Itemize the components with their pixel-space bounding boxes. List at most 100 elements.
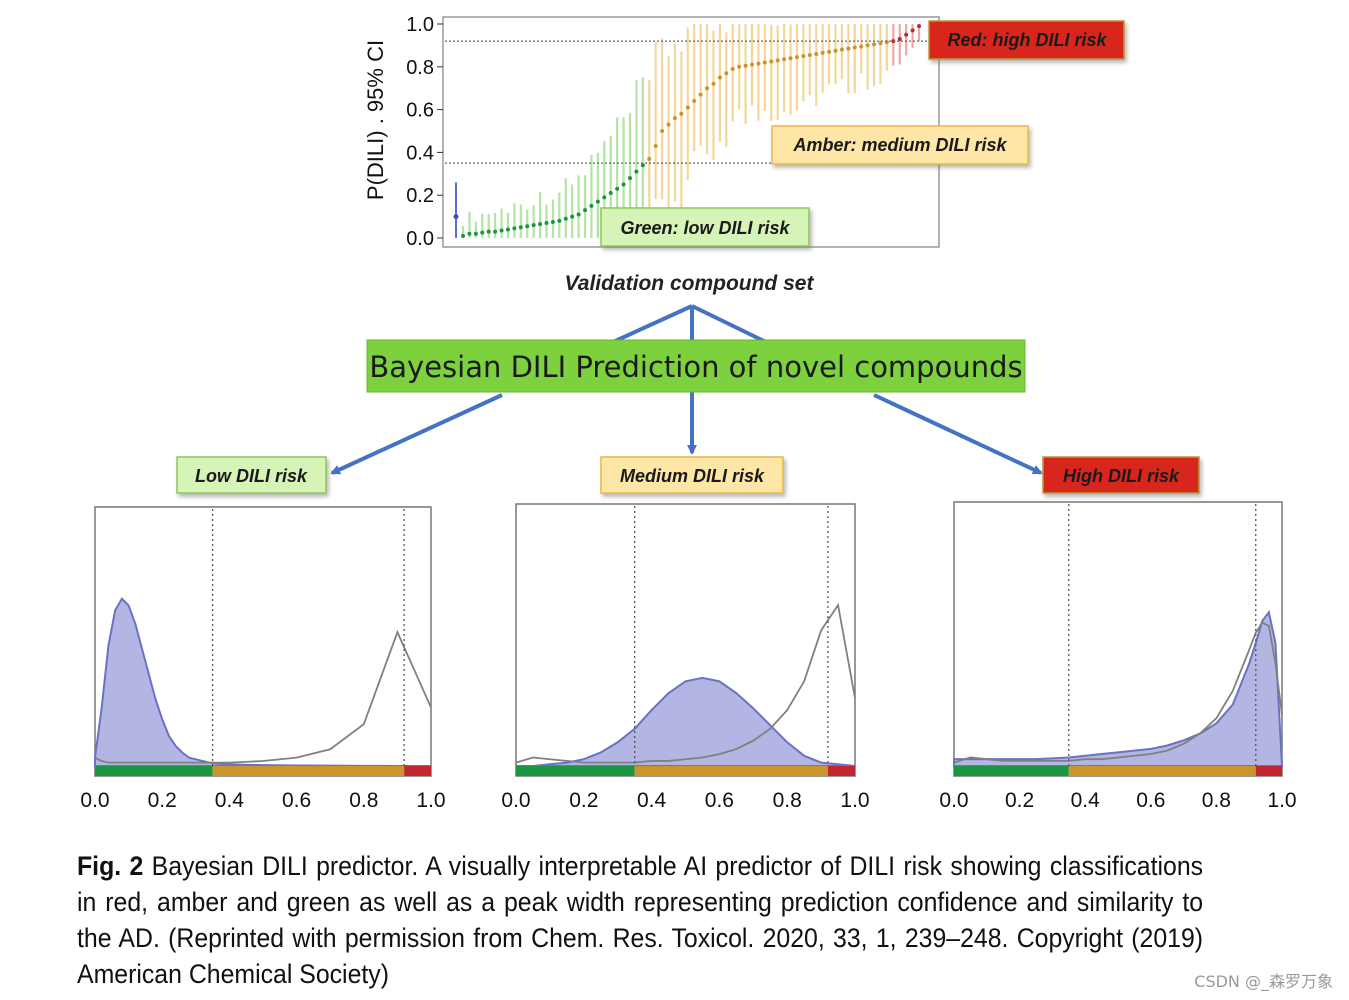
banner-box: [366, 339, 1026, 393]
data-point: [512, 226, 517, 231]
xtick-label: 0.2: [1005, 789, 1034, 812]
ytick-label: 0.0: [406, 228, 434, 250]
xtick-label: 0.6: [1136, 789, 1165, 812]
data-point: [589, 203, 594, 208]
top-chart: 0.0 0.2 0.4 0.6 0.8 1.0 P(DILI) . 95% CI Vali…: [363, 14, 1125, 295]
xtick-label: 0.4: [1071, 789, 1101, 812]
data-point: [544, 221, 549, 226]
top-chart-yticks: 0.0 0.2 0.4 0.6 0.8 1.0: [406, 14, 443, 250]
data-point: [859, 44, 864, 49]
data-point: [820, 50, 825, 55]
risk-bar-amber: [634, 766, 828, 776]
data-point: [531, 223, 536, 228]
outlier-point: [453, 214, 459, 220]
data-point: [550, 219, 555, 224]
xtick-label: 0.0: [80, 789, 109, 812]
data-point: [897, 36, 902, 41]
xtick-label: 0.6: [282, 789, 311, 812]
data-point: [865, 43, 870, 48]
top-chart-ylabel: P(DILI) . 95% CI: [363, 40, 388, 200]
xtick-label: 0.8: [349, 789, 378, 812]
data-point: [486, 229, 491, 234]
risk-bar-red: [1255, 766, 1282, 776]
caption-fig-label: Fig. 2: [77, 851, 144, 881]
data-point: [660, 129, 665, 133]
data-point: [833, 48, 838, 53]
data-point: [717, 75, 722, 80]
xtick-label: 0.8: [1202, 789, 1231, 812]
data-point: [473, 231, 478, 236]
data-point: [493, 229, 498, 234]
data-point: [794, 55, 799, 60]
xtick-label: 0.4: [637, 789, 667, 812]
top-chart-points: [453, 24, 921, 238]
risk-bar-green: [954, 766, 1069, 776]
data-point: [724, 71, 729, 76]
data-point: [621, 182, 626, 187]
watermark: CSDN @_森罗万象: [1194, 972, 1333, 991]
data-point: [525, 224, 530, 229]
data-point: [615, 186, 620, 191]
data-point: [467, 231, 472, 236]
data-point: [647, 156, 652, 161]
data-point: [666, 122, 671, 127]
xtick-label: 1.0: [840, 789, 869, 812]
data-point: [705, 86, 710, 91]
data-point: [570, 214, 575, 219]
data-point: [538, 222, 543, 227]
reference-curve: [953, 621, 1283, 764]
data-point: [480, 230, 485, 235]
xtick-label: 1.0: [1267, 789, 1296, 812]
data-point: [640, 163, 645, 168]
data-point: [602, 195, 607, 200]
xtick-label: 0.0: [501, 789, 530, 812]
reference-curve: [94, 629, 432, 764]
data-point: [910, 28, 915, 33]
data-point: [769, 59, 774, 64]
data-point: [737, 64, 742, 69]
amber-label-box: [771, 125, 1029, 165]
xtick-label: 0.2: [148, 789, 177, 812]
data-point: [557, 218, 562, 223]
red-label-box: [928, 20, 1125, 60]
data-point: [595, 199, 600, 204]
banner-title: Bayesian DILI Prediction of novel compou…: [369, 350, 1022, 384]
ytick-label: 0.8: [406, 57, 434, 79]
high-label-box: [1042, 456, 1200, 494]
data-point: [846, 46, 851, 51]
amber-label: Amber: medium DILI risk: [792, 135, 1007, 155]
data-point: [872, 42, 877, 47]
green-label: Green: low DILI risk: [620, 218, 790, 238]
xtick-label: 0.8: [773, 789, 802, 812]
data-point: [827, 49, 832, 54]
data-point: [672, 116, 677, 121]
xtick-label: 0.6: [705, 789, 734, 812]
top-chart-xlabel: Validation compound set: [565, 272, 815, 295]
data-point: [505, 227, 510, 232]
data-point: [653, 143, 658, 148]
data-point: [807, 53, 812, 58]
ytick-label: 0.6: [406, 100, 434, 122]
arrow-upper-right: [691, 304, 767, 344]
risk-bar-amber: [212, 766, 405, 776]
green-label-box: [600, 207, 810, 247]
xtick-label: 0.0: [939, 789, 968, 812]
data-point: [711, 81, 716, 86]
medium-risk-label: Medium DILI risk: [620, 466, 765, 486]
data-point: [608, 191, 613, 196]
data-point: [634, 169, 639, 174]
data-point: [499, 228, 504, 233]
xtick-label: 0.2: [569, 789, 598, 812]
data-point: [762, 60, 767, 65]
data-point: [750, 62, 755, 67]
risk-bar-green: [95, 766, 213, 776]
density-panel-low: 0.0 0.2 0.4 0.6 0.8 1.0: [80, 506, 446, 812]
data-point: [782, 57, 787, 62]
low-risk-label: Low DILI risk: [195, 466, 308, 486]
data-point: [775, 58, 780, 63]
density-panel-medium: 0.0 0.2 0.4 0.6 0.8 1.0: [501, 503, 870, 812]
data-point: [627, 176, 632, 181]
data-point: [576, 212, 581, 217]
data-point: [563, 216, 568, 221]
